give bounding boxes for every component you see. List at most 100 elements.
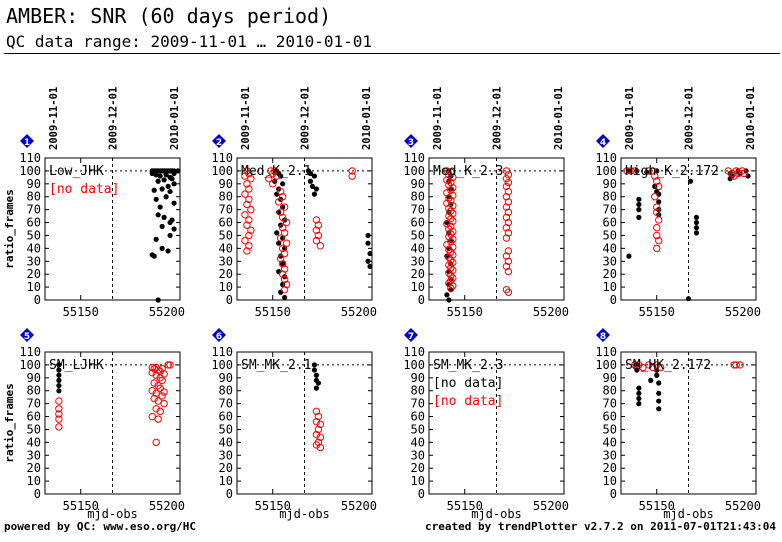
panel-3-point-open (443, 189, 451, 197)
panel-3-y-tick-label: 40 (411, 241, 425, 255)
panel-2-point-open (273, 172, 281, 180)
panel-6-point-open (314, 425, 323, 434)
panel-6-mode-label: SM_MK_2.1 (241, 358, 311, 373)
panel-3-point-open (447, 186, 455, 194)
date-marker-label: 2009-12-01 (684, 87, 696, 150)
panel-3-point-open (504, 288, 513, 296)
panel-4-point-filled (693, 225, 700, 231)
panel-2-badge-number: 2 (216, 138, 222, 148)
panel-2-point-filled (365, 232, 371, 239)
panel-1-point-filled (151, 187, 157, 193)
panel-2-point-open (247, 174, 255, 183)
panel-1-point-filled (167, 232, 173, 239)
panel-1-point-filled (165, 248, 171, 254)
panel-5-point-open (164, 361, 172, 369)
panel-4-point-filled (687, 178, 694, 184)
panel-5-x-tick-label: 55200 (149, 499, 185, 513)
panel-6-y-tick-label: 90 (219, 371, 233, 385)
panel-3-point-open (502, 213, 511, 222)
panel-2-point-open (271, 167, 279, 175)
panel-5-y-tick-label: 100 (19, 358, 41, 372)
panel-6-point-open (312, 441, 321, 449)
panel-1-point-filled (169, 217, 175, 223)
panel-5-point-open (148, 363, 156, 372)
panel-3-point-open (443, 167, 451, 175)
panel-7-x-tick-label: 55150 (447, 499, 483, 513)
panel-5-point-open (148, 412, 156, 421)
panel-2-point-filled (274, 230, 280, 236)
panel-1-y-tick-label: 50 (27, 228, 41, 242)
date-marker-label: 2009-11-01 (624, 87, 636, 150)
panel-4-y-tick-label: 50 (603, 228, 617, 242)
panel-4-point-open (645, 167, 653, 175)
panel-6-point-open (316, 443, 325, 452)
panel-2-point-open (245, 195, 253, 204)
panel-2-point-filled (307, 178, 314, 184)
panel-2-point-filled (276, 209, 282, 215)
panel-1-point-filled (153, 236, 159, 242)
panel-3-point-open (443, 220, 451, 228)
panel-2-point-open (247, 205, 255, 214)
panel-8-point-open (649, 363, 657, 372)
panel-4-point-open (653, 244, 661, 253)
panel-3-y-tick-label: 10 (411, 280, 425, 294)
panel-1-y-tick-label: 60 (27, 216, 41, 230)
panel-3-point-open (443, 199, 451, 207)
panel-1-point-filled (157, 173, 163, 179)
panel-6-point-filled (311, 362, 318, 368)
panel-3-point-open (449, 217, 457, 225)
panel-4-point-open (653, 231, 661, 240)
date-marker-label: 2009-12-01 (492, 87, 504, 150)
panel-4-point-filled (656, 199, 662, 205)
panel-3-y-tick-label: 20 (411, 267, 425, 281)
panel-3-point-open (504, 257, 513, 265)
panel-4-badge (596, 134, 610, 148)
date-marker-label: 2009-12-01 (300, 87, 312, 150)
panel-2-point-open (265, 174, 273, 183)
panel-3-point-open (502, 234, 511, 242)
date-marker-label: 2009-11-01 (432, 87, 444, 150)
panel-2-point-open (280, 285, 289, 294)
panel-2-point-open (278, 213, 287, 222)
x-axis-label-2: mjd-obs (279, 507, 330, 521)
panel-8-y-tick-label: 110 (595, 345, 617, 359)
panel-4-y-tick-label: 90 (603, 177, 617, 191)
panel-4-y-tick-label: 100 (595, 164, 617, 178)
panel-1-point-filled (171, 170, 177, 177)
panel-2-point-open (282, 218, 291, 227)
panel-3-point-open (445, 181, 453, 189)
panel-5-badge-number: 5 (24, 332, 30, 342)
panel-5-point-open (150, 379, 158, 387)
panel-3-point-open (445, 279, 453, 287)
panel-3-y-tick-label: 80 (411, 190, 425, 204)
panel-8-point-filled (634, 367, 640, 373)
panel-2-point-open (312, 236, 321, 245)
panel-2-point-open (280, 249, 289, 258)
panel-3-point-open (447, 196, 455, 205)
footer-powered-by: powered by QC: www.eso.org/HC (4, 520, 197, 533)
panel-5-x-tick-label: 55150 (63, 499, 99, 513)
panel-3-point-open (504, 171, 513, 179)
panel-3-point-open (504, 198, 513, 206)
panel-6-y-tick-label: 40 (219, 435, 233, 449)
panel-8-y-tick-label: 60 (603, 410, 617, 424)
panel-4-x-tick-label: 55150 (639, 305, 675, 319)
panel-1-point-filled (169, 176, 175, 182)
panel-7-badge-number: 7 (408, 332, 414, 342)
panel-2-point-open (274, 198, 283, 206)
panel-2-point-open (280, 203, 289, 211)
panel-2-point-open (241, 190, 249, 198)
panel-4-point-filled (685, 296, 692, 302)
panel-1-mode-label: Low_JHK (49, 164, 104, 179)
panel-5-point-open (160, 370, 168, 378)
panel-3-y-tick-label: 50 (411, 228, 425, 242)
panel-7-y-tick-label: 60 (411, 410, 425, 424)
panel-3-point-open (502, 262, 511, 271)
panel-5-y-tick-label: 0 (34, 487, 41, 501)
panel-1-point-filled (171, 181, 177, 187)
panel-5-y-tick-label: 10 (27, 474, 41, 488)
panel-5-point-open (154, 366, 162, 374)
panel-2-point-open (243, 200, 251, 209)
panel-7-y-tick-label: 20 (411, 461, 425, 475)
panel-5-y-tick-label: 40 (27, 435, 41, 449)
